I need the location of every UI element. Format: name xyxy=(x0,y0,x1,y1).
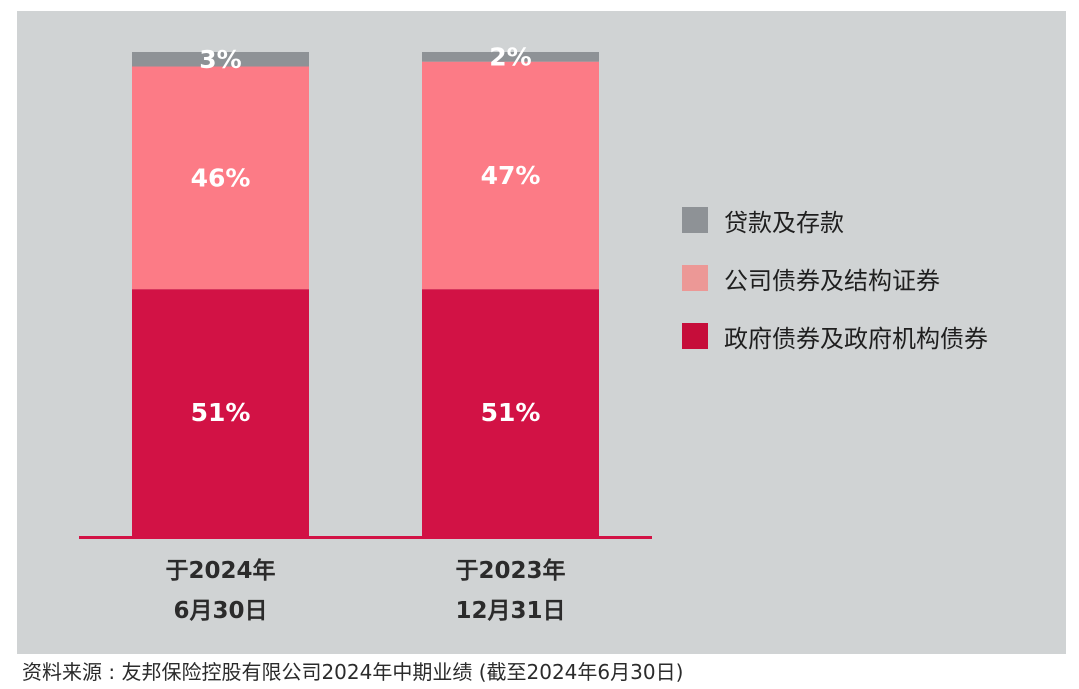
chart-panel: 51% 46% 3% 于2024年 6月30日 51% 47% 2% 于2023年 12月31日 … xyxy=(17,11,1066,654)
legend-swatch-government-bonds xyxy=(682,323,708,349)
legend-item-government-bonds: 政府债券及政府机构债券 xyxy=(682,317,1012,361)
category-label-line: 12月31日 xyxy=(455,598,565,624)
category-label-line: 于2023年 xyxy=(455,557,565,584)
legend-swatch-corporate-bonds xyxy=(682,265,708,291)
data-label: 46% xyxy=(191,163,251,192)
category-label: 于2024年 6月30日 xyxy=(165,557,275,624)
data-label: 51% xyxy=(481,398,541,427)
source-note: 资料来源 : 友邦保险控股有限公司2024年中期业绩 (截至2024年6月30日… xyxy=(22,660,684,684)
stacked-bar-chart: 51% 46% 3% 于2024年 6月30日 51% 47% 2% 于2023年 12月31日 xyxy=(79,42,652,624)
legend-label-government-bonds: 政府债券及政府机构债券 xyxy=(724,325,988,353)
legend-label-loans: 贷款及存款 xyxy=(724,209,844,237)
bar-segment xyxy=(422,61,599,290)
data-label: 47% xyxy=(481,161,541,190)
bar-segment xyxy=(422,289,599,536)
data-label: 51% xyxy=(191,398,251,427)
data-label: 2% xyxy=(489,42,531,71)
data-label: 3% xyxy=(199,45,241,74)
legend-label-corporate-bonds: 公司债券及结构证券 xyxy=(724,267,940,295)
bar-segment xyxy=(132,66,309,290)
legend-item-corporate-bonds: 公司债券及结构证券 xyxy=(682,259,1012,303)
chart-legend: 贷款及存款 公司债券及结构证券 政府债券及政府机构债券 xyxy=(682,201,1012,375)
bar-segment xyxy=(132,52,309,67)
legend-item-loans: 贷款及存款 xyxy=(682,201,1012,245)
category-label-line: 6月30日 xyxy=(173,598,267,624)
bar-segment xyxy=(132,289,309,536)
bar-segment xyxy=(422,52,599,62)
legend-swatch-loans xyxy=(682,207,708,233)
category-label-line: 于2024年 xyxy=(165,557,275,584)
category-label: 于2023年 12月31日 xyxy=(455,557,565,624)
